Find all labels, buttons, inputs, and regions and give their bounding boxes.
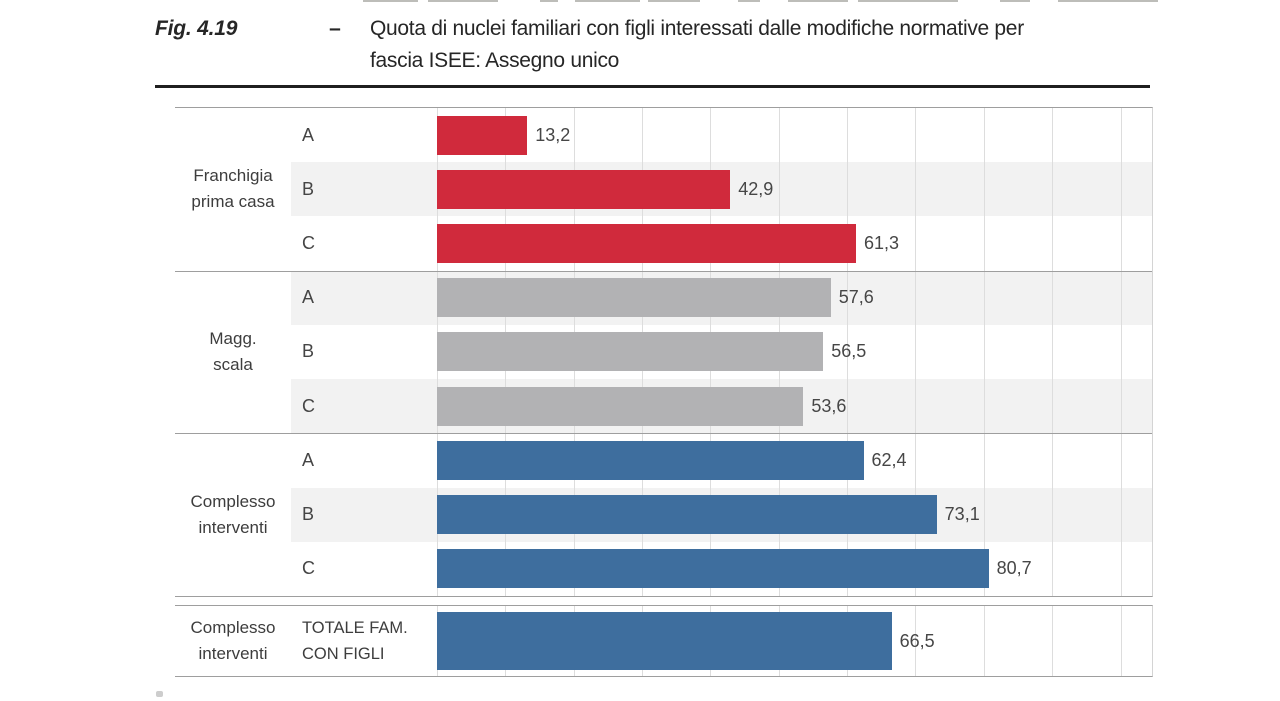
bar-area: 73,1 — [437, 488, 1152, 542]
bar-franchigia-a — [437, 115, 528, 155]
group-label-maggscala: Magg. scala — [175, 271, 291, 434]
bar-complesso-a — [437, 440, 864, 480]
group-label-franchigia: Franchigia prima casa — [175, 108, 291, 271]
bar-area: 57,6 — [437, 271, 1152, 325]
title-rule — [155, 85, 1150, 88]
category-label-line: CON FIGLI — [302, 645, 385, 663]
value-label: 62,4 — [871, 449, 907, 470]
group-label-line: Magg. — [209, 328, 257, 348]
value-label: 80,7 — [996, 558, 1032, 579]
scan-artifact — [540, 0, 558, 2]
group-separator — [175, 433, 1152, 435]
group-label-complesso: Complesso interventi — [175, 433, 291, 596]
category-label: C — [302, 233, 315, 254]
bar-area: 42,9 — [437, 162, 1152, 216]
gridline — [1120, 606, 1122, 676]
figure-header: Fig. 4.19 – Quota di nuclei familiari co… — [155, 13, 1165, 77]
category-label: B — [302, 504, 315, 525]
table-row: C 80,7 — [175, 542, 1152, 596]
scan-artifact — [858, 0, 958, 2]
table-row: C 61,3 — [175, 216, 1152, 270]
bar-maggscala-a — [437, 278, 831, 318]
total-bar-chart: Complesso interventi TOTALE FAM. CON FIG… — [175, 605, 1153, 677]
group-label-line: interventi — [198, 644, 268, 663]
table-row: A 57,6 — [175, 271, 1152, 325]
figure-title: Quota di nuclei familiari con figli inte… — [370, 13, 1165, 77]
group-label-line: Complesso — [190, 618, 276, 637]
scan-artifact — [648, 0, 700, 2]
gridline — [983, 108, 985, 596]
value-label: 57,6 — [838, 287, 874, 308]
group-label-line: Complesso — [190, 491, 276, 511]
scan-artifact — [788, 0, 848, 2]
bar-chart: A 13,2 B 42,9 C 61,3 A 57,6 — [175, 107, 1153, 597]
category-label-total: TOTALE FAM. CON FIGLI — [302, 606, 437, 676]
scan-artifact — [363, 0, 418, 2]
bar-maggscala-b — [437, 332, 824, 372]
bar-area: 80,7 — [437, 542, 1152, 596]
table-row: C 53,6 — [175, 379, 1152, 433]
figure-number: Fig. 4.19 — [155, 17, 238, 40]
bar-complesso-b — [437, 495, 937, 535]
value-label: 61,3 — [864, 233, 900, 254]
value-label: 13,2 — [535, 124, 571, 145]
table-row: B 73,1 — [175, 488, 1152, 542]
category-label: A — [302, 287, 315, 308]
table-row: A 62,4 — [175, 433, 1152, 487]
bar-area: 13,2 — [437, 108, 1152, 162]
bar-area: 53,6 — [437, 379, 1152, 433]
bar-franchigia-c — [437, 224, 857, 264]
figure-dash: – — [329, 17, 341, 40]
category-label: C — [302, 558, 315, 579]
scan-artifact — [1000, 0, 1030, 2]
group-labels: Franchigia prima casa Magg. scala Comple… — [175, 108, 291, 596]
bars: A 13,2 B 42,9 C 61,3 A 57,6 — [175, 108, 1152, 596]
bar-maggscala-c — [437, 386, 804, 426]
gridline — [1120, 108, 1122, 596]
gridline — [915, 606, 917, 676]
value-label: 42,9 — [738, 178, 774, 199]
gridline — [915, 108, 917, 596]
gridline — [847, 108, 849, 596]
bar-area: 62,4 — [437, 433, 1152, 487]
group-label-line: scala — [213, 354, 253, 374]
category-label: A — [302, 124, 315, 145]
bar-area: 66,5 — [437, 606, 1152, 676]
bar-area: 61,3 — [437, 216, 1152, 270]
figure-title-line1: Quota di nuclei familiari con figli inte… — [370, 17, 1024, 40]
group-separator — [175, 270, 1152, 272]
bar-area: 56,5 — [437, 325, 1152, 379]
table-row: B 42,9 — [175, 162, 1152, 216]
value-label: 53,6 — [811, 395, 847, 416]
group-label-line: interventi — [198, 517, 268, 537]
value-label: 73,1 — [944, 504, 980, 525]
scan-artifact — [156, 691, 163, 697]
category-label: C — [302, 395, 315, 416]
category-label-line: TOTALE FAM. — [302, 619, 408, 637]
category-label: A — [302, 449, 315, 470]
gridline — [983, 606, 985, 676]
bar-complesso-c — [437, 549, 989, 589]
value-label: 66,5 — [899, 630, 935, 651]
category-label: B — [302, 178, 315, 199]
scan-artifact — [1058, 0, 1158, 2]
scan-artifact — [575, 0, 640, 2]
value-label: 56,5 — [831, 341, 867, 362]
group-label-line: Franchigia — [193, 166, 273, 186]
scan-artifact — [738, 0, 760, 2]
gridline — [1052, 606, 1054, 676]
group-label-total-complesso: Complesso interventi — [175, 606, 291, 676]
figure-title-line2: fascia ISEE: Assegno unico — [370, 49, 620, 72]
group-label-line: prima casa — [191, 192, 275, 212]
category-label: B — [302, 341, 315, 362]
scan-artifact — [428, 0, 498, 2]
bar-total — [437, 612, 892, 670]
gridline — [1052, 108, 1054, 596]
bar-franchigia-b — [437, 169, 731, 209]
table-row: B 56,5 — [175, 325, 1152, 379]
table-row: A 13,2 — [175, 108, 1152, 162]
